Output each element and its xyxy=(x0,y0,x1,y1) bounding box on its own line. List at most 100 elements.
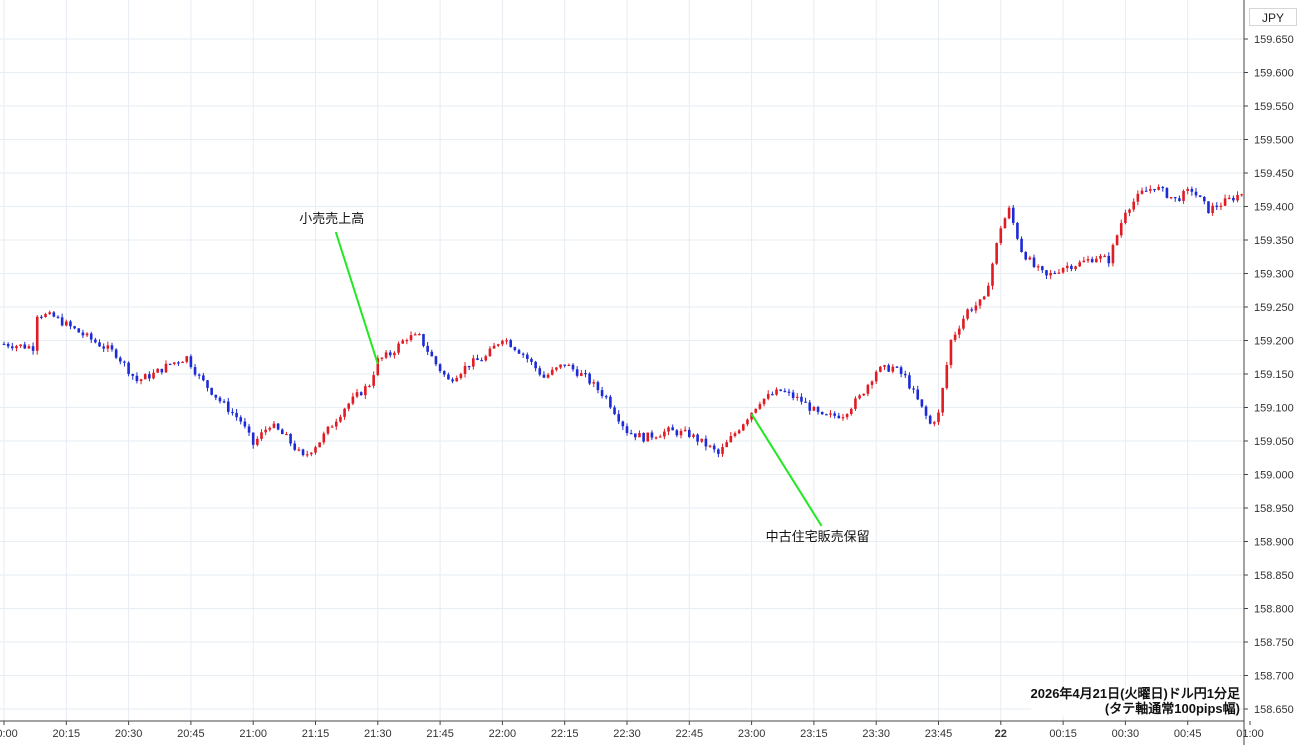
candle-body xyxy=(534,361,537,369)
candle-body xyxy=(1203,196,1206,202)
candle-body xyxy=(991,263,994,286)
candle-body xyxy=(193,367,197,375)
candle-body xyxy=(933,422,936,424)
candle-body xyxy=(949,339,953,366)
candle-body xyxy=(617,414,620,422)
candle-body xyxy=(289,433,292,444)
candle-body xyxy=(69,321,72,327)
candle-body xyxy=(1003,218,1007,229)
candle-body xyxy=(430,351,434,357)
candle-body xyxy=(459,373,463,378)
y-tick-label: 158.650 xyxy=(1254,704,1294,716)
x-tick-label: 22:30 xyxy=(613,728,641,740)
x-tick-label: 23:15 xyxy=(800,728,828,740)
y-tick-label: 159.350 xyxy=(1254,235,1294,247)
annotation-label: 小売売上高 xyxy=(299,211,364,226)
candle-body xyxy=(854,398,857,409)
candle-body xyxy=(492,345,496,349)
candle-body xyxy=(189,356,193,368)
annotation-label: 中古住宅販売保留 xyxy=(766,529,870,544)
candle-body xyxy=(231,411,234,414)
candle-body xyxy=(1194,191,1198,196)
candle-body xyxy=(23,344,27,349)
candle-body xyxy=(1190,188,1194,192)
candle-body xyxy=(56,316,60,318)
candle-body xyxy=(895,366,899,368)
candle-body xyxy=(293,443,297,450)
candle-body xyxy=(413,334,417,336)
candle-body xyxy=(1149,188,1152,191)
candle-body xyxy=(164,363,168,373)
currency-label[interactable]: JPY xyxy=(1249,8,1297,26)
candle-body xyxy=(708,445,712,447)
candle-body xyxy=(858,395,861,399)
x-tick-label: 20:30 xyxy=(115,728,143,740)
y-tick-label: 158.800 xyxy=(1254,604,1294,616)
candle-body xyxy=(472,358,475,367)
candle-body xyxy=(418,334,421,336)
candle-body xyxy=(1041,266,1044,271)
candle-body xyxy=(741,424,745,431)
candle-body xyxy=(1198,195,1202,197)
candle-body xyxy=(941,388,944,413)
candle-body xyxy=(1128,209,1131,213)
candle-body xyxy=(683,429,687,432)
y-axis-panel xyxy=(1244,0,1300,745)
candle-body xyxy=(355,392,359,397)
candle-body xyxy=(1065,265,1069,269)
candle-body xyxy=(1132,201,1136,210)
candle-body xyxy=(563,364,566,366)
candle-body xyxy=(388,352,392,356)
candle-body xyxy=(879,366,882,372)
y-tick-label: 158.900 xyxy=(1254,537,1294,549)
candle-body xyxy=(671,427,674,431)
candle-body xyxy=(1161,186,1165,189)
candle-body xyxy=(102,346,105,349)
candle-body xyxy=(1124,212,1127,224)
candle-body xyxy=(1103,255,1106,258)
candle-body xyxy=(426,345,429,352)
candle-body xyxy=(272,423,276,428)
candle-body xyxy=(451,379,454,382)
candle-body xyxy=(642,433,645,442)
candle-body xyxy=(1082,260,1086,263)
candle-body xyxy=(1119,223,1123,236)
candle-body xyxy=(646,432,650,442)
candle-body xyxy=(447,374,450,380)
candle-body xyxy=(841,417,845,419)
candle-body xyxy=(787,391,791,393)
y-tick-label: 158.700 xyxy=(1254,671,1294,683)
y-tick-label: 159.500 xyxy=(1254,135,1294,147)
candle-body xyxy=(127,362,130,374)
candle-body xyxy=(226,401,230,412)
candle-body xyxy=(1173,197,1177,199)
candle-body xyxy=(1032,257,1036,267)
candle-body xyxy=(181,361,184,364)
candle-body xyxy=(604,396,608,398)
candle-body xyxy=(185,356,189,362)
candle-body xyxy=(247,426,251,433)
candle-body xyxy=(517,350,521,354)
candle-body xyxy=(177,362,180,364)
candle-body xyxy=(1070,265,1073,270)
candle-body xyxy=(264,429,267,433)
y-tick-label: 159.000 xyxy=(1254,470,1294,482)
candle-body xyxy=(60,317,64,326)
candle-body xyxy=(1007,207,1011,219)
candle-body xyxy=(405,340,409,342)
candle-body xyxy=(754,408,758,413)
candle-body xyxy=(592,382,596,384)
candle-body xyxy=(343,408,346,417)
y-tick-label: 158.850 xyxy=(1254,570,1294,582)
candle-body xyxy=(11,346,14,349)
candle-body xyxy=(334,421,338,427)
candle-body xyxy=(1090,259,1094,263)
candle-body xyxy=(123,361,126,363)
candle-body xyxy=(530,358,533,362)
candle-body xyxy=(260,432,263,439)
candle-body xyxy=(480,360,483,362)
y-tick-label: 158.950 xyxy=(1254,503,1294,515)
x-tick-label: 00:15 xyxy=(1049,728,1077,740)
candle-body xyxy=(555,367,558,370)
candle-body xyxy=(883,365,886,367)
